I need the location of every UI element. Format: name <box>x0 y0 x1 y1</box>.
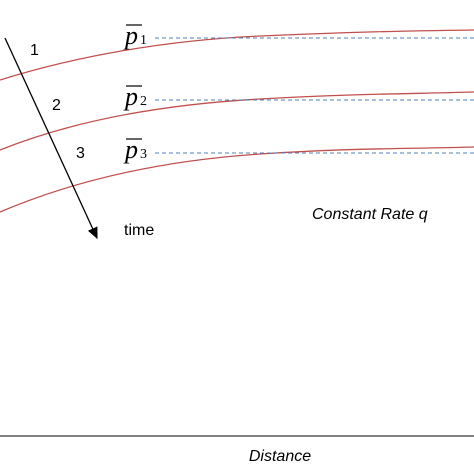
curve-label: 2 <box>52 97 61 114</box>
pressure-curve <box>0 91 474 151</box>
symbol: p <box>123 82 138 111</box>
subscript: 2 <box>140 94 147 109</box>
annotation: Constant Rate q <box>312 206 428 223</box>
subscript: 3 <box>140 147 147 162</box>
x-axis-label: Distance <box>249 448 311 465</box>
curve-label: 1 <box>30 42 39 59</box>
symbol: p <box>123 135 138 164</box>
arrow-label: time <box>124 222 154 239</box>
curve-label: 3 <box>76 145 85 162</box>
time-arrow <box>4 37 98 240</box>
subscript: 1 <box>140 33 147 48</box>
pressure-curve <box>0 29 474 81</box>
pressure-curve <box>0 146 474 213</box>
symbol: p <box>123 21 138 50</box>
